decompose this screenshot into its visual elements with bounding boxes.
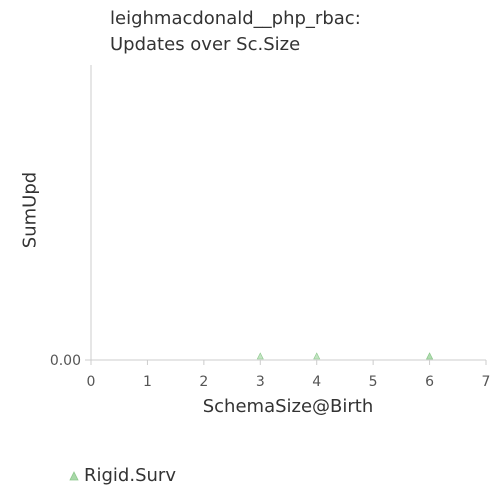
x-tick-label: 1 — [143, 374, 152, 390]
data-point-triangle — [256, 352, 264, 360]
chart-title: leighmacdonald__php_rbac: Updates over S… — [110, 6, 361, 58]
x-tick-label: 7 — [482, 374, 491, 390]
x-axis-label: SchemaSize@Birth — [202, 396, 374, 417]
x-tick-label: 0 — [87, 374, 96, 390]
data-point-triangle — [313, 352, 321, 360]
x-tick-label: 6 — [425, 374, 434, 390]
x-tick-label: 3 — [256, 374, 265, 390]
legend: Rigid.Surv — [68, 465, 176, 486]
x-tick-label: 5 — [369, 374, 378, 390]
x-tick-label: 2 — [199, 374, 208, 390]
chart-title-line-1: leighmacdonald__php_rbac: — [110, 8, 361, 29]
legend-label: Rigid.Surv — [84, 465, 176, 486]
legend-marker-triangle-icon — [69, 470, 79, 480]
data-point-triangle — [426, 352, 434, 360]
chart-title-line-2: Updates over Sc.Size — [110, 34, 301, 55]
x-tick-label: 4 — [312, 374, 321, 390]
y-tick-label: 0.00 — [50, 353, 81, 369]
